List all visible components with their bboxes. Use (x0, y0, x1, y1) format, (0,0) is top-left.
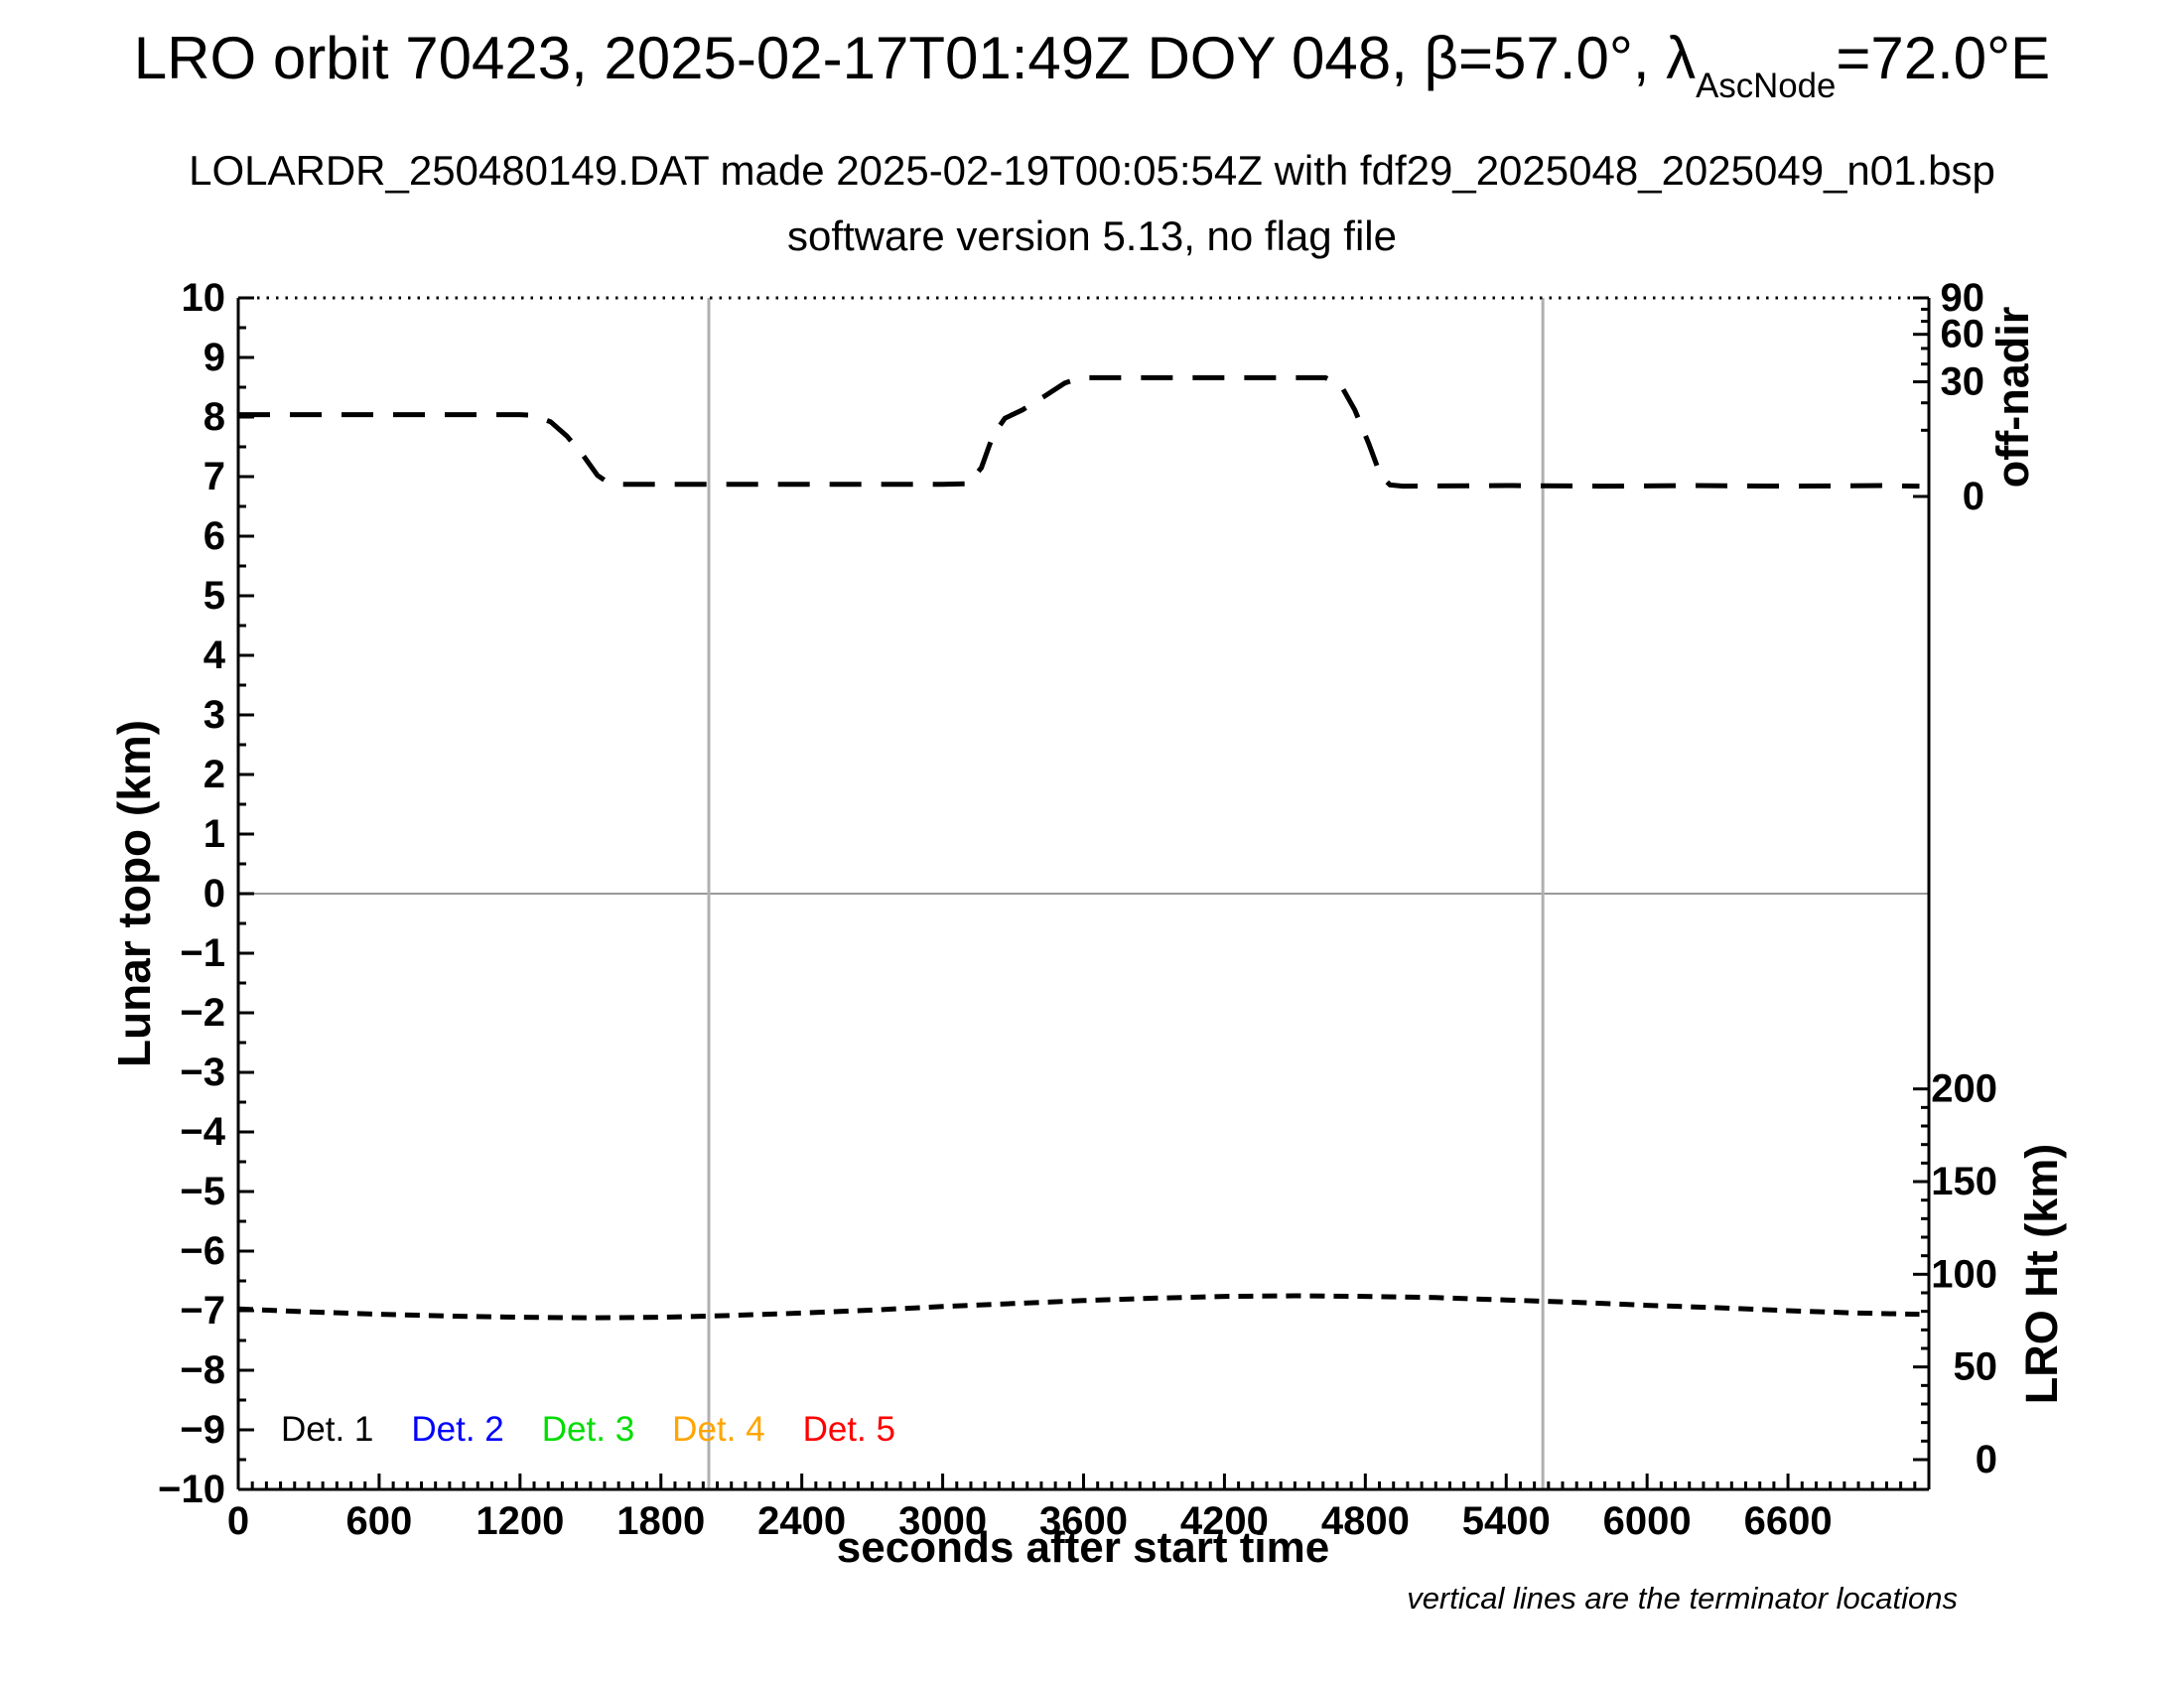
x-tick-label: 6600 (1744, 1499, 1833, 1543)
y-tick-label: 0 (204, 872, 225, 915)
legend-det-2: Det. 2 (411, 1410, 504, 1449)
plot-subtitle: LOLARDR_250480149.DAT made 2025-02-19T00… (189, 147, 1995, 194)
y-axis-title-offnadir: off-nadir (1987, 306, 2038, 489)
y-tick-label: 3 (204, 693, 225, 737)
plot-title: LRO orbit 70423, 2025-02-17T01:49Z DOY 0… (0, 24, 2184, 105)
x-tick-label: 1200 (476, 1499, 564, 1543)
legend-det-1: Det. 1 (281, 1410, 374, 1449)
x-tick-label: 5400 (1462, 1499, 1551, 1543)
plot-subtitle-version: software version 5.13, no flag file (786, 212, 1397, 259)
y-tick-label: −10 (158, 1468, 225, 1511)
x-axis-title: seconds after start time (836, 1523, 1330, 1572)
x-tick-label: 2400 (757, 1499, 846, 1543)
x-tick-label: 3000 (898, 1499, 987, 1543)
y-tick-label: 4 (204, 633, 226, 677)
plot-title-main: LRO orbit 70423, 2025-02-17T01:49Z DOY 0… (133, 25, 1697, 91)
lroht-tick-label: 100 (1931, 1252, 1997, 1296)
y-tick-label: −4 (180, 1110, 225, 1154)
y-tick-label: −6 (180, 1229, 225, 1273)
y-tick-label: −9 (180, 1408, 225, 1452)
terminator-note: vertical lines are the terminator locati… (1407, 1581, 1958, 1616)
y-tick-label: 8 (204, 395, 225, 439)
y-tick-label: −2 (180, 991, 225, 1035)
legend-det-5: Det. 5 (802, 1410, 895, 1449)
y-tick-label: −7 (180, 1289, 225, 1333)
offnadir-tick-label: 0 (1963, 475, 1984, 518)
x-tick-label: 0 (227, 1499, 249, 1543)
lroht-tick-label: 0 (1976, 1438, 1997, 1481)
y-tick-label: 10 (182, 276, 226, 320)
y-tick-label: 2 (204, 753, 225, 796)
plot-title-suffix: =72.0°E (1836, 25, 2051, 91)
y-tick-label: 7 (204, 455, 225, 498)
y-tick-label: 6 (204, 514, 225, 558)
y-tick-label: −3 (180, 1051, 225, 1094)
lro-height-curve (237, 1293, 1920, 1321)
offnadir-tick-label: 90 (1941, 276, 1985, 320)
legend-det-3: Det. 3 (541, 1410, 635, 1449)
x-tick-label: 1800 (616, 1499, 705, 1543)
y-tick-label: −8 (180, 1348, 225, 1392)
y-tick-label: −5 (180, 1170, 225, 1213)
detector-legend: Det. 1 Det. 2 Det. 3 Det. 4 Det. 5 (281, 1410, 895, 1450)
x-tick-label: 3600 (1039, 1499, 1128, 1543)
y-axis-title-left: Lunar topo (km) (108, 719, 160, 1068)
lroht-tick-label: 50 (1954, 1345, 1998, 1389)
x-tick-label: 600 (346, 1499, 413, 1543)
x-tick-label: 4800 (1321, 1499, 1410, 1543)
lroht-tick-label: 200 (1931, 1067, 1997, 1111)
offnadir-tick-label: 30 (1941, 360, 1985, 404)
y-tick-label: 9 (204, 336, 225, 379)
y-tick-label: −1 (180, 931, 225, 975)
x-tick-label: 6000 (1603, 1499, 1692, 1543)
offnadir-curve (238, 374, 1920, 490)
x-tick-label: 4200 (1180, 1499, 1269, 1543)
lroht-tick-label: 150 (1931, 1160, 1997, 1203)
plot-title-subscript: AscNode (1696, 67, 1837, 106)
offnadir-tick-label: 60 (1941, 313, 1985, 356)
y-tick-label: 1 (204, 812, 225, 856)
y-tick-label: 5 (204, 574, 225, 618)
y-axis-title-lro-height: LRO Ht (km) (2016, 1143, 2067, 1405)
legend-det-4: Det. 4 (672, 1410, 765, 1449)
